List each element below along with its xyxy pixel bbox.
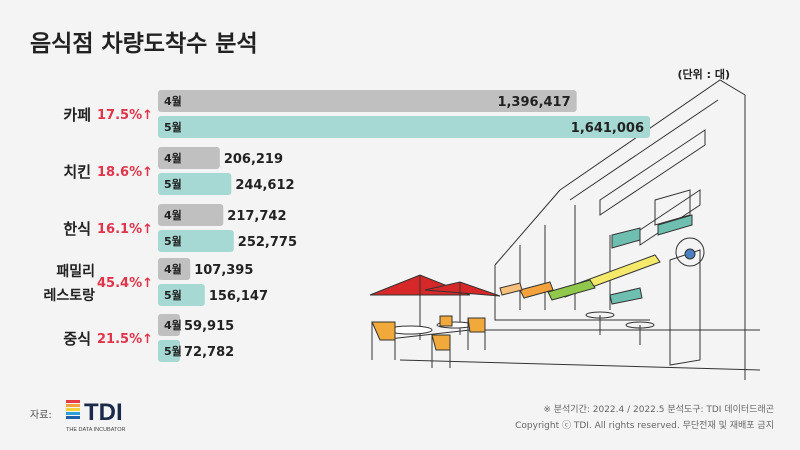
bar	[158, 284, 205, 306]
bar-series-label: 4월	[164, 94, 182, 108]
category-label: 중식	[63, 330, 91, 348]
bar-series-label: 5월	[164, 344, 182, 358]
logo-stripes-icon	[66, 400, 80, 419]
category-label: 치킨	[63, 163, 91, 181]
bar-series-label: 5월	[164, 234, 182, 248]
data-label: 1,641,006	[571, 121, 644, 136]
logo-stripe	[66, 404, 80, 407]
growth-rate: 16.1%↑	[97, 222, 153, 237]
logo-tagline: THE DATA INCUBATOR	[66, 427, 126, 433]
bar	[158, 116, 650, 138]
data-label: 59,915	[184, 319, 234, 334]
chart-title: 음식점 차량도착수 분석	[30, 31, 258, 57]
unit-label: (단위 : 대)	[677, 68, 730, 81]
street-cafe-illustration	[369, 79, 761, 380]
category-label: 패밀리	[56, 264, 95, 280]
bar-series-label: 5월	[164, 120, 182, 134]
bar-series-label: 5월	[164, 177, 182, 191]
source-label: 자료:	[30, 410, 52, 421]
bar-series-label: 4월	[164, 262, 182, 276]
bar	[158, 258, 191, 280]
growth-rate: 18.6%↑	[97, 165, 153, 180]
data-label: 1,396,417	[497, 95, 570, 110]
logo-stripe	[66, 412, 80, 415]
bar	[158, 204, 224, 226]
data-label: 72,782	[184, 345, 234, 360]
bar	[158, 340, 180, 362]
data-label: 206,219	[224, 152, 283, 167]
bar-series-label: 4월	[164, 208, 182, 222]
bar	[158, 230, 234, 252]
growth-rate: 21.5%↑	[97, 332, 153, 347]
bar-series-label: 5월	[164, 288, 182, 302]
logo-stripe	[66, 408, 80, 411]
tdi-logo: TDI THE DATA INCUBATOR	[66, 399, 126, 433]
bar	[158, 173, 232, 195]
data-label: 217,742	[227, 209, 286, 224]
category-label: 한식	[63, 220, 91, 238]
analysis-period-note: ※ 분석기간: 2022.4 / 2022.5 분석도구: TDI 데이터드래곤	[543, 405, 774, 415]
data-label: 252,775	[238, 235, 297, 250]
logo-stripe	[66, 400, 80, 403]
bar	[158, 90, 577, 112]
growth-rate: 17.5%↑	[97, 108, 153, 123]
bars-layer: 4월 1,396,417 5월 1,641,006 17.5%↑ 카페 4월 206,219 5…	[43, 90, 650, 362]
data-label: 244,612	[235, 178, 294, 193]
bar-series-label: 4월	[164, 151, 182, 165]
category-label: 레스토랑	[43, 288, 95, 304]
copyright-note: Copyright ⓒ TDI. All rights reserved. 무단…	[515, 421, 774, 431]
bar	[158, 147, 220, 169]
growth-rate: 45.4%↑	[97, 276, 153, 291]
bar	[158, 314, 180, 336]
bar-series-label: 4월	[164, 318, 182, 332]
category-label: 카페	[63, 106, 91, 124]
data-label: 156,147	[209, 289, 268, 304]
data-label: 107,395	[194, 263, 253, 278]
logo-text: TDI	[84, 399, 123, 426]
logo-stripe	[66, 416, 80, 419]
